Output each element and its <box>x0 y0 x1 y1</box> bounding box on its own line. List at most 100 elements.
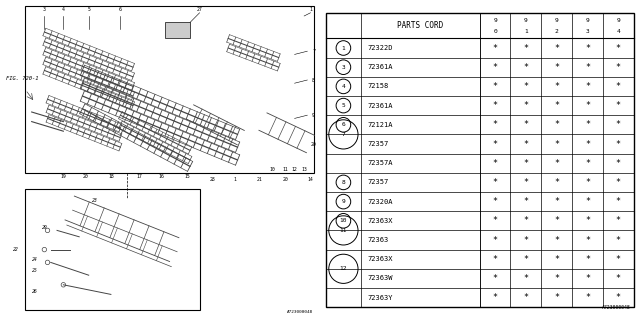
Text: 1: 1 <box>342 45 346 51</box>
Text: 3: 3 <box>43 7 46 12</box>
Text: *: * <box>524 178 529 187</box>
Text: *: * <box>493 255 497 264</box>
Text: 20: 20 <box>282 177 288 182</box>
Text: *: * <box>585 216 590 225</box>
Text: 72357: 72357 <box>367 141 388 147</box>
Text: 1: 1 <box>524 29 528 34</box>
Text: *: * <box>493 197 497 206</box>
Text: 20: 20 <box>83 173 88 179</box>
Text: *: * <box>616 216 621 225</box>
Text: 28: 28 <box>209 177 215 182</box>
Text: *: * <box>524 274 529 283</box>
Text: *: * <box>524 63 529 72</box>
Text: *: * <box>585 159 590 168</box>
Text: 6: 6 <box>342 122 346 127</box>
Text: 13: 13 <box>301 167 307 172</box>
Text: A723000048: A723000048 <box>287 310 314 314</box>
Text: 14: 14 <box>308 177 314 182</box>
Text: 3: 3 <box>342 65 346 70</box>
Text: *: * <box>585 63 590 72</box>
Text: 72357A: 72357A <box>367 160 393 166</box>
Text: *: * <box>554 101 559 110</box>
Text: 10: 10 <box>269 167 275 172</box>
Text: 72158: 72158 <box>367 84 388 89</box>
Text: 9: 9 <box>586 19 589 23</box>
Text: 72357: 72357 <box>367 180 388 185</box>
Text: 11: 11 <box>282 167 288 172</box>
Text: *: * <box>493 140 497 148</box>
Text: 9: 9 <box>493 19 497 23</box>
Text: *: * <box>616 140 621 148</box>
Text: *: * <box>616 63 621 72</box>
Text: *: * <box>585 140 590 148</box>
Text: *: * <box>554 44 559 52</box>
Text: *: * <box>493 216 497 225</box>
Text: *: * <box>616 274 621 283</box>
Text: 22: 22 <box>13 247 19 252</box>
Text: *: * <box>524 140 529 148</box>
Text: 72361A: 72361A <box>367 103 393 108</box>
Text: *: * <box>493 120 497 129</box>
Text: 6: 6 <box>119 7 122 12</box>
FancyBboxPatch shape <box>164 22 190 38</box>
Text: 72363X: 72363X <box>367 256 393 262</box>
Text: *: * <box>524 44 529 52</box>
Text: *: * <box>616 293 621 302</box>
Text: 7: 7 <box>342 132 346 137</box>
Text: 9: 9 <box>342 199 346 204</box>
Text: *: * <box>585 44 590 52</box>
Text: *: * <box>554 197 559 206</box>
Text: *: * <box>493 82 497 91</box>
Text: *: * <box>524 255 529 264</box>
Bar <box>26 6 314 173</box>
Text: 5: 5 <box>87 7 90 12</box>
Text: 23: 23 <box>92 197 98 203</box>
Text: *: * <box>585 101 590 110</box>
Text: 1: 1 <box>233 177 236 182</box>
Text: *: * <box>493 44 497 52</box>
Text: 15: 15 <box>184 173 190 179</box>
Text: 9: 9 <box>524 19 528 23</box>
Text: *: * <box>585 120 590 129</box>
Text: 24: 24 <box>32 257 38 262</box>
Text: 4: 4 <box>616 29 620 34</box>
Text: 17: 17 <box>136 173 142 179</box>
Text: 27: 27 <box>196 7 202 12</box>
Text: *: * <box>493 274 497 283</box>
Text: *: * <box>616 44 621 52</box>
Text: *: * <box>524 197 529 206</box>
Text: *: * <box>616 197 621 206</box>
Text: *: * <box>585 197 590 206</box>
Text: *: * <box>524 82 529 91</box>
Text: *: * <box>554 178 559 187</box>
Text: *: * <box>616 120 621 129</box>
Text: 18: 18 <box>108 173 114 179</box>
Text: *: * <box>585 274 590 283</box>
Text: A723000048: A723000048 <box>602 305 630 310</box>
Text: 72363: 72363 <box>367 237 388 243</box>
Text: 72363Y: 72363Y <box>367 295 393 300</box>
Text: 72361A: 72361A <box>367 64 393 70</box>
Text: *: * <box>524 120 529 129</box>
Text: 1: 1 <box>309 7 312 12</box>
Text: 8: 8 <box>342 180 346 185</box>
Text: *: * <box>616 236 621 244</box>
Text: 7: 7 <box>312 49 315 54</box>
Text: *: * <box>524 236 529 244</box>
Text: 21: 21 <box>257 177 262 182</box>
Text: *: * <box>554 82 559 91</box>
Text: *: * <box>585 236 590 244</box>
Text: 19: 19 <box>61 173 66 179</box>
Text: *: * <box>554 63 559 72</box>
Text: *: * <box>554 216 559 225</box>
Text: *: * <box>554 159 559 168</box>
Text: 72121A: 72121A <box>367 122 393 128</box>
Text: *: * <box>554 140 559 148</box>
Text: *: * <box>554 120 559 129</box>
Text: *: * <box>585 82 590 91</box>
Text: *: * <box>524 101 529 110</box>
Text: *: * <box>616 101 621 110</box>
Text: *: * <box>585 255 590 264</box>
Text: 4: 4 <box>62 7 65 12</box>
Text: *: * <box>554 255 559 264</box>
